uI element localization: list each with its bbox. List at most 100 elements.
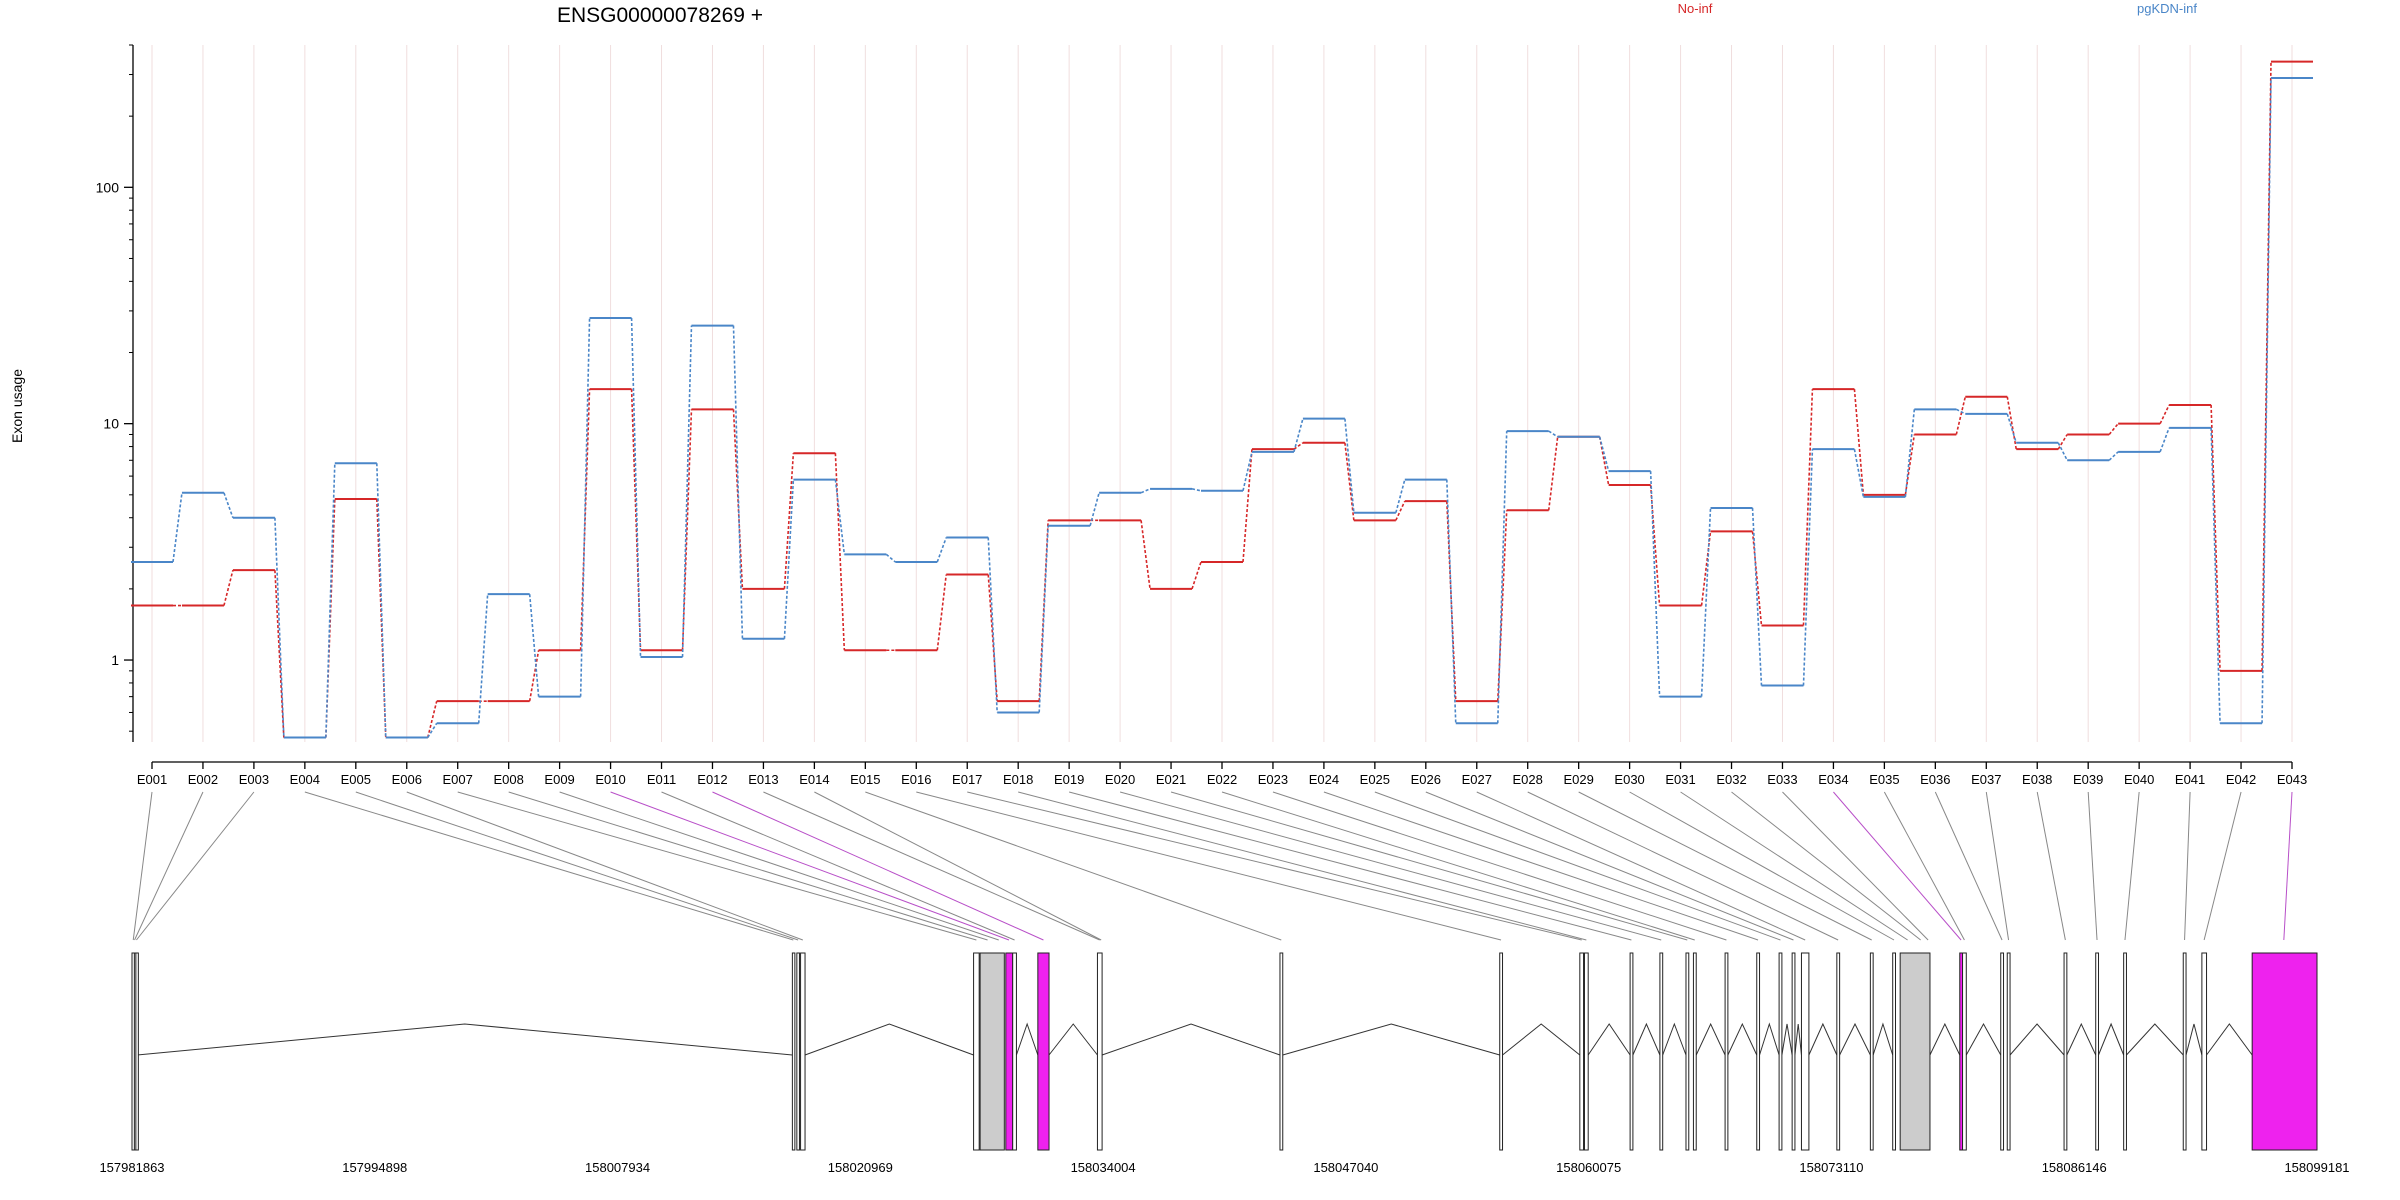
x-tick-label-e028: E028 [1513,772,1543,787]
intron-line [1587,1023,1631,1056]
x-tick-label-e023: E023 [1258,772,1288,787]
series-pgkdn-inf-connector [834,479,846,555]
exon-box [800,952,806,1151]
x-tick-label-e003: E003 [239,772,269,787]
exon-box [1279,952,1284,1151]
x-tick-label-e022: E022 [1207,772,1237,787]
series-pgkdn-inf-connector [1649,471,1661,697]
series-pgkdn-inf [131,77,2313,739]
series-pgkdn-inf-connector [1293,418,1304,453]
x-tick-label-e024: E024 [1309,772,1339,787]
x-tick-label-e015: E015 [850,772,880,787]
series-no-inf-connector [1649,484,1661,606]
intron-line [1632,1022,1661,1056]
x-tick-label-e017: E017 [952,772,982,787]
exon-box [1869,952,1874,1151]
x-tick-label-e039: E039 [2073,772,2103,787]
connector-e007 [457,791,977,941]
connector-e038 [2036,791,2066,941]
series-no-inf-connector [1547,436,1559,511]
exon-box [1685,952,1690,1151]
x-tick-label-e032: E032 [1716,772,1746,787]
series-pgkdn-inf-connector [376,463,387,738]
series-no-inf-connector [1853,389,1865,495]
series-no-inf-connector [1955,396,1967,435]
series-pgkdn-inf-connector [783,479,795,639]
x-tick-label-e004: E004 [290,772,320,787]
series-no-inf-connector [2006,396,2018,450]
coord-label: 158034004 [1071,1160,1136,1175]
exon-box [1629,952,1634,1151]
series-pgkdn-inf-connector [732,325,744,639]
series-no-inf-connector [1598,436,1610,486]
connector-e041 [2184,791,2191,941]
connector-e025 [1374,791,1781,941]
series-no-inf-connector [2210,404,2221,671]
y-tick-label: 100 [96,179,120,195]
y-tick-label: 10 [103,416,119,432]
x-tick-label-e034: E034 [1818,772,1848,787]
coord-label: 158086146 [2042,1160,2107,1175]
x-tick-label-e010: E010 [595,772,625,787]
intron-line [2126,1023,2184,1056]
series-pgkdn-inf-connector [528,594,540,697]
x-tick-label-e026: E026 [1411,772,1441,787]
series-pgkdn-inf-connector [2159,427,2170,453]
series-no-inf-connector [783,453,795,589]
x-tick-label-e043: E043 [2277,772,2307,787]
intron-line [137,1023,793,1056]
x-tick-label-e018: E018 [1003,772,1033,787]
series-pgkdn-inf-connector [325,463,336,738]
coord-label: 158047040 [1313,1160,1378,1175]
series-pgkdn-inf-connector [2261,77,2272,724]
intron-line [2009,1023,2065,1056]
intron-line [1759,1022,1780,1056]
x-tick-label-e014: E014 [799,772,829,787]
x-tick-label-e037: E037 [1971,772,2001,787]
exon-box [1778,952,1783,1151]
connector-e035 [1883,791,1965,941]
series-no-inf-connector [1802,389,1814,626]
series-pgkdn-inf-connector [579,317,591,697]
series-pgkdn-inf-connector [172,492,183,563]
series-pgkdn-inf-connector [2108,451,2119,461]
connector-e015 [865,791,1282,941]
connector-e036 [1934,791,2003,941]
gene-model [131,952,2318,1151]
series-no-inf-connector [834,453,846,651]
x-tick-label-e031: E031 [1665,772,1695,787]
intron-line [2206,1023,2253,1056]
exon-box [1791,952,1796,1151]
x-tick-label-e030: E030 [1614,772,1644,787]
connector-e029 [1578,791,1872,941]
series-no-inf-connector [1293,442,1304,450]
series-pgkdn-inf-connector [936,537,947,563]
series-no-inf-connector [2057,434,2068,450]
connector-e020 [1119,791,1662,941]
series-pgkdn-inf-connector [223,492,234,518]
x-tick-label-e011: E011 [647,772,676,787]
exon-gridlines [151,45,2293,742]
series-no-inf-connector [274,570,285,738]
connector-e011 [661,791,1015,941]
series-no-inf-connector [426,700,438,738]
exon-box [1836,952,1841,1151]
series-pgkdn-inf-connector [1955,408,1966,415]
series-pgkdn-inf-connector [1038,525,1049,713]
series-no-inf-connector [1496,510,1508,702]
connector-e006 [406,791,803,941]
series-no-inf-connector [1700,531,1712,606]
genomic-coordinate-axis: 157981863 157994898 158007934 158020969 1580… [99,1160,2349,1175]
series-no-inf-connector [223,569,234,606]
series-pgkdn-inf-connector [1853,449,1865,498]
x-tick-label-e005: E005 [341,772,371,787]
connector-e002 [134,791,204,941]
connector-e037 [1985,791,2010,941]
series-pgkdn-inf-connector [1548,430,1559,438]
coord-label: 158020969 [828,1160,893,1175]
series-no-inf-connector [1751,531,1763,626]
series-no-inf-connector [2159,404,2170,425]
connector-e018 [1018,791,1587,941]
x-tick-label-e002: E002 [188,772,218,787]
series-pgkdn-inf-connector [1395,479,1406,513]
